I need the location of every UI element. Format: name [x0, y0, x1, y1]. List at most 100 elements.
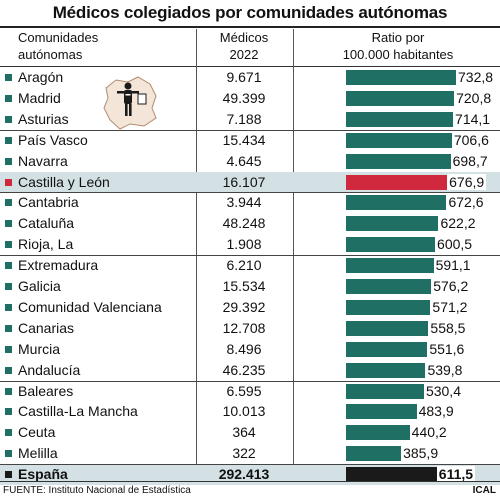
- region-name: Murcia: [18, 340, 61, 357]
- region-name: Asturias: [18, 110, 69, 127]
- ratio-bar: [346, 90, 461, 106]
- row-marker: [5, 408, 12, 416]
- region-name: Rioja, La: [18, 236, 74, 253]
- row-marker: [5, 387, 12, 395]
- doctors-value: 15.534: [222, 278, 266, 294]
- ratio-bar: [346, 279, 438, 294]
- row-marker: [5, 366, 12, 374]
- ratio-bar: [346, 216, 445, 232]
- row-marker: [5, 241, 12, 249]
- doctors-value: 4.645: [226, 152, 262, 169]
- ratio-label: 622,2: [438, 215, 478, 232]
- region-name: Cantabria: [18, 194, 79, 211]
- table-row: Andalucía 46.235 539,8: [0, 360, 500, 381]
- source-footer: FUENTE: Instituto Nacional de Estadístic…: [3, 485, 191, 496]
- header-region-line1: Comunidades: [18, 30, 99, 45]
- ratio-bar: [346, 404, 423, 420]
- doctors-value: 29.392: [222, 298, 266, 315]
- ratio-label: 558,5: [428, 319, 468, 336]
- row-marker: [5, 115, 12, 123]
- ratio-label: 440,2: [409, 424, 449, 441]
- region-name: Ceuta: [18, 424, 56, 441]
- table-row: Aragón 9.671 732,8: [0, 67, 500, 88]
- ratio-bar: [346, 341, 434, 357]
- ratio-bar: [346, 383, 430, 399]
- doctors-value: 364: [232, 424, 256, 441]
- ratio-bar: [346, 362, 432, 378]
- row-marker: [5, 136, 12, 144]
- region-name: Extremadura: [18, 257, 99, 274]
- table-row: Ceuta 364 440,2: [0, 422, 500, 443]
- ratio-label: 385,9: [401, 445, 441, 462]
- credit-label: ICAL: [472, 485, 496, 496]
- region-name: Andalucía: [18, 361, 81, 378]
- group-separator: [0, 464, 500, 466]
- table-row: Galicia 15.534 576,2: [0, 276, 500, 297]
- header-region-line2: autónomas: [18, 47, 83, 62]
- ratio-bar: [346, 70, 462, 85]
- doctors-value: 48.248: [222, 215, 266, 232]
- table-row: Comunidad Valenciana 29.392 571,2: [0, 297, 500, 318]
- doctors-value: 292.413: [218, 466, 270, 483]
- region-name: Castilla y León: [18, 173, 110, 190]
- doctors-value: 6.210: [226, 257, 262, 274]
- table-row: Cataluña 48.248 622,2: [0, 213, 500, 234]
- ratio-bar: [346, 195, 453, 211]
- table-row: Asturias 7.188 714,1: [0, 109, 500, 130]
- column-divider-2: [293, 29, 294, 481]
- ratio-bar: [346, 425, 416, 441]
- ratio-label: 551,6: [427, 340, 467, 357]
- header-doctors-line1: Médicos: [219, 30, 269, 45]
- row-marker: [5, 74, 12, 81]
- doctors-value: 10.013: [222, 403, 266, 420]
- region-name: País Vasco: [18, 131, 88, 148]
- ratio-label: 571,2: [430, 298, 470, 315]
- row-marker: [5, 471, 12, 479]
- header-doctors: Médicos 2022: [198, 29, 290, 65]
- doctors-value: 9.671: [226, 69, 262, 85]
- group-separator: [0, 380, 500, 382]
- doctors-value: 49.399: [222, 89, 266, 106]
- header-rule: [0, 66, 500, 67]
- doctors-value: 15.434: [222, 131, 266, 148]
- ratio-label: 539,8: [425, 361, 465, 378]
- row-marker: [5, 345, 12, 353]
- table-row: Cantabria 3.944 672,6: [0, 192, 500, 213]
- ratio-label: 672,6: [446, 194, 486, 211]
- row-marker: [5, 94, 12, 102]
- ratio-label: 591,1: [433, 257, 473, 274]
- region-name: España: [18, 466, 68, 483]
- region-name: Melilla: [18, 445, 58, 462]
- ratio-bar: [346, 237, 442, 253]
- title-rule: [0, 26, 500, 28]
- doctors-value: 7.188: [226, 110, 262, 127]
- table-row: Canarias 12.708 558,5: [0, 318, 500, 339]
- ratio-bar: [346, 320, 435, 336]
- ratio-label: 676,9: [447, 173, 487, 190]
- row-marker: [5, 157, 12, 165]
- region-name: Cataluña: [18, 215, 75, 232]
- castilla-y-leon-map-icon: [103, 76, 157, 130]
- region-name: Baleares: [18, 382, 74, 399]
- group-separator: [0, 192, 500, 194]
- header-ratio: Ratio por 100.000 habitantes: [296, 29, 500, 65]
- table-row: País Vasco 15.434 706,6: [0, 130, 500, 151]
- row-marker: [5, 324, 12, 332]
- table-row: Melilla 322 385,9: [0, 443, 500, 464]
- row-marker: [5, 429, 12, 437]
- ratio-label: 611,5: [436, 466, 476, 483]
- table-row: Rioja, La 1.908 600,5: [0, 234, 500, 255]
- region-name: Castilla-La Mancha: [18, 403, 138, 420]
- table-row: Baleares 6.595 530,4: [0, 381, 500, 402]
- header-doctors-line2: 2022: [229, 47, 259, 62]
- group-separator: [0, 255, 500, 257]
- row-marker: [5, 283, 12, 290]
- region-name: Navarra: [18, 152, 68, 169]
- ratio-bar: [346, 467, 443, 483]
- table-row: Extremadura 6.210 591,1: [0, 255, 500, 276]
- ratio-bar: [346, 153, 457, 169]
- row-marker: [5, 303, 12, 311]
- ratio-label: 706,6: [451, 131, 491, 148]
- doctors-value: 1.908: [226, 236, 262, 253]
- region-name: Comunidad Valenciana: [18, 298, 162, 315]
